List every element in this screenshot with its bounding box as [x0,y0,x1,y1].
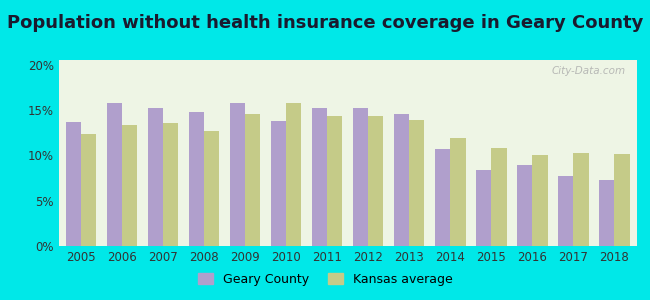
Bar [369,116,383,246]
Bar [286,103,302,246]
Bar [107,103,122,246]
Bar [189,112,204,246]
Bar [204,131,219,246]
Bar [435,149,450,246]
Bar [122,125,137,246]
Bar [271,121,286,246]
Bar [148,108,163,246]
Bar [558,176,573,246]
Bar [230,103,245,246]
Bar [394,114,410,246]
Bar [81,134,96,246]
Bar [491,148,506,246]
Bar [353,108,369,246]
Bar [450,138,465,246]
Legend: Geary County, Kansas average: Geary County, Kansas average [192,268,458,291]
Bar [312,108,327,246]
Bar [66,122,81,246]
Text: City-Data.com: City-Data.com [551,66,625,76]
Bar [245,113,261,246]
Bar [517,165,532,246]
Bar [410,120,424,246]
Bar [573,154,589,246]
Bar [476,170,491,246]
Bar [532,155,547,246]
Bar [599,180,614,246]
Bar [163,123,178,246]
Bar [614,154,630,246]
Text: Population without health insurance coverage in Geary County: Population without health insurance cove… [6,14,644,32]
Bar [327,116,343,246]
